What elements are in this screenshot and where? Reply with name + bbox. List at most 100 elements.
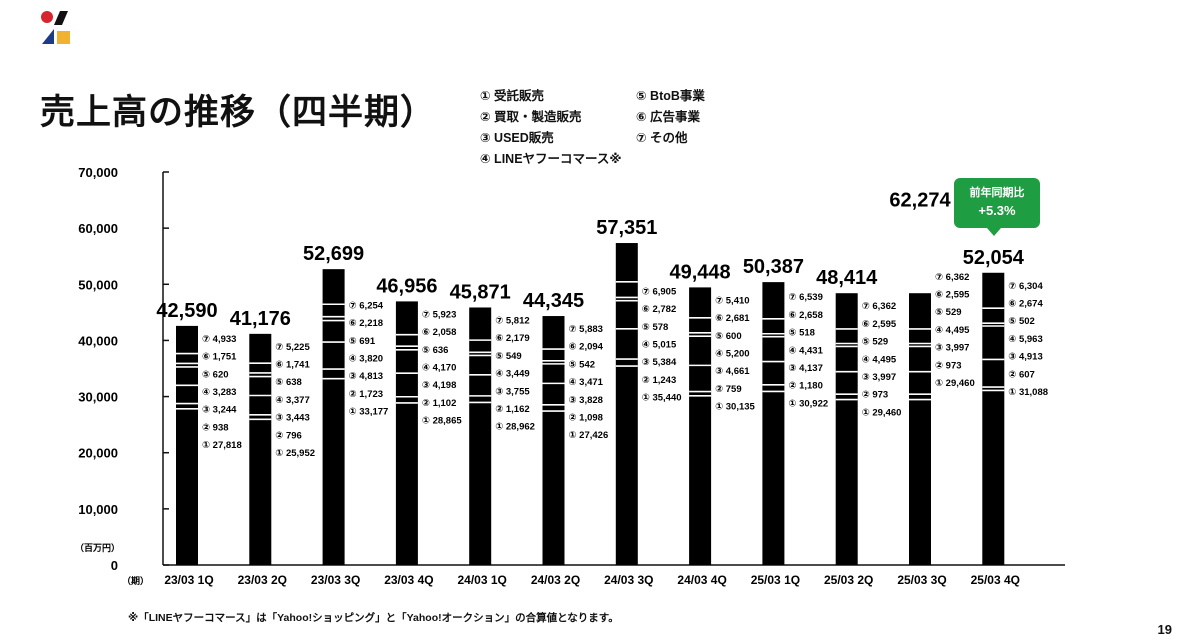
x-tick-label: 23/03 3Q (311, 573, 360, 587)
y-tick-label: 60,000 (78, 221, 118, 236)
segment-label: ⑥ 1,751 (202, 352, 237, 363)
bar-segment (395, 396, 418, 403)
legend-item: ④ LINEヤフーコマース※ (480, 152, 622, 166)
bar-segment (542, 363, 565, 384)
bar-segment (469, 352, 492, 356)
bar-segment (176, 403, 198, 409)
segment-label: ⑤ 529 (935, 307, 962, 318)
x-tick-label: 23/03 2Q (238, 573, 287, 587)
bar-segment (689, 336, 712, 366)
bar-segment (395, 346, 418, 350)
x-tick-label: 23/03 4Q (384, 573, 433, 587)
segment-label: ⑥ 2,218 (349, 318, 383, 329)
bar-segment (249, 419, 272, 565)
bar-segment (176, 353, 198, 364)
segment-label: ① 30,922 (788, 398, 828, 409)
bar-segment (322, 304, 345, 317)
bar-segment (395, 334, 418, 347)
bar-segment (689, 317, 712, 333)
bar-segment (982, 387, 1005, 391)
y-tick-label: 0 (111, 558, 118, 573)
company-logo (41, 11, 70, 44)
bar-segment (469, 402, 492, 565)
segment-label: ⑤ 518 (788, 328, 815, 339)
bar-segment (249, 414, 272, 420)
bar-segment (762, 333, 785, 337)
segment-label: ⑦ 6,362 (862, 301, 896, 312)
segment-label: ⑦ 6,304 (1008, 281, 1043, 292)
y-tick-label: 30,000 (78, 390, 118, 405)
bar-segment (176, 363, 198, 367)
bar-segment (249, 395, 272, 415)
segment-label: ① 27,818 (202, 440, 242, 451)
segment-label: ⑤ 620 (202, 369, 229, 380)
bar-segment (322, 342, 345, 370)
segment-label: ⑥ 2,658 (788, 310, 822, 321)
segment-label: ② 1,180 (788, 381, 822, 392)
bar-segment (542, 316, 565, 350)
segment-label: ① 27,426 (569, 430, 609, 441)
y-tick-label: 20,000 (78, 446, 118, 461)
legend-right: ⑤ BtoB事業 ⑥ 広告事業 ⑦ その他 (636, 86, 705, 149)
segment-label: ③ 3,443 (275, 413, 309, 424)
bar-segment (469, 374, 492, 396)
bar-segment (909, 293, 931, 329)
bar-segment (249, 376, 272, 396)
yoy-callout: 前年同期比 +5.3% (954, 178, 1040, 236)
legend-item: ⑦ その他 (636, 131, 688, 145)
segment-label: ⑤ 542 (569, 359, 596, 370)
bar-total-label: 48,414 (816, 267, 878, 289)
page-number: 19 (1157, 622, 1172, 637)
y-tick-label: 50,000 (78, 277, 118, 292)
segment-label: ⑥ 2,681 (715, 313, 750, 324)
x-tick-label: 25/03 1Q (751, 573, 800, 587)
bar-segment (689, 391, 712, 396)
x-tick-label: 24/03 2Q (531, 573, 580, 587)
y-tick-label: 70,000 (78, 165, 118, 180)
x-tick-label: 25/03 3Q (897, 573, 946, 587)
segment-label: ⑦ 6,362 (935, 272, 969, 283)
bar-segment (982, 325, 1005, 360)
segment-label: ③ 3,244 (202, 405, 237, 416)
x-tick-label: 24/03 4Q (677, 573, 726, 587)
segment-label: ⑥ 2,674 (1008, 298, 1043, 309)
segment-label: ⑤ 600 (715, 331, 742, 342)
legend-item: ⑥ 広告事業 (636, 110, 701, 124)
segment-label: ③ 3,997 (935, 343, 969, 354)
segment-label: ⑤ 691 (349, 336, 376, 347)
y-tick-label: 10,000 (78, 502, 118, 517)
legend-item: ① 受託販売 (480, 89, 545, 103)
bar-segment (249, 372, 272, 377)
bar-total-label: 44,345 (523, 290, 584, 312)
segment-label: ④ 5,963 (1008, 334, 1042, 345)
segment-label: ① 28,865 (422, 416, 462, 427)
bar-segment (395, 349, 418, 374)
bar-segment (469, 395, 492, 403)
bar-segment (615, 297, 638, 301)
segment-label: ③ 3,997 (862, 372, 896, 383)
bar-segment (249, 363, 272, 373)
callout-value: +5.3% (978, 203, 1016, 218)
segment-label: ⑥ 2,595 (862, 319, 897, 330)
bar-segment (176, 366, 198, 386)
segment-label: ② 973 (862, 390, 889, 401)
segment-label: ② 1,243 (642, 375, 676, 386)
segment-label: ⑥ 1,741 (275, 360, 310, 371)
segment-label: ⑦ 4,933 (202, 334, 236, 345)
bar-segment (835, 346, 858, 372)
segment-label: ④ 4,495 (935, 325, 970, 336)
x-prefix-label: （期） (122, 575, 149, 586)
footnote: ※「LINEヤフーコマース」は「Yahoo!ショッピング」と「Yahoo!オーク… (128, 612, 619, 624)
segment-label: ⑦ 5,883 (569, 324, 603, 335)
bar-segment (835, 371, 858, 395)
segment-label: ④ 3,820 (349, 353, 383, 364)
bar-total-label: 45,871 (450, 281, 511, 303)
bar-total-label: 49,448 (670, 261, 731, 283)
bar-segment (542, 349, 565, 361)
bar-segment (322, 316, 345, 321)
x-tick-label: 24/03 1Q (458, 573, 507, 587)
bar-segment (249, 333, 272, 364)
bar-segment (982, 272, 1005, 309)
legend-left: ① 受託販売 ② 買取・製造販売 ③ USED販売 ④ LINEヤフーコマース※ (480, 86, 622, 170)
